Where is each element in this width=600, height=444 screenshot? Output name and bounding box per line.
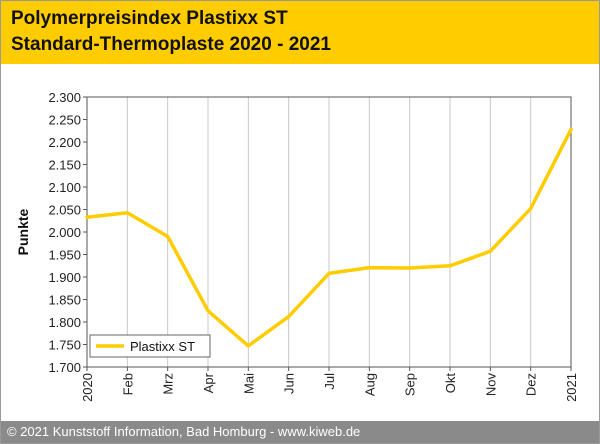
copyright-footer: © 2021 Kunststoff Information, Bad Hombu… xyxy=(1,421,599,443)
chart-title-line-1: Polymerpreisindex Plastixx ST xyxy=(11,8,288,29)
legend-label: Plastixx ST xyxy=(130,339,195,354)
data-point xyxy=(408,266,412,270)
y-tick-label: 2.100 xyxy=(48,180,81,195)
y-tick-label: 1.900 xyxy=(48,270,81,285)
title-banner: Polymerpreisindex Plastixx ST Standard-T… xyxy=(1,1,599,64)
x-tick-label: Nov xyxy=(483,373,498,397)
x-tick-label: Mrz xyxy=(161,373,176,395)
x-tick-label: Jun xyxy=(282,373,297,394)
data-point xyxy=(85,215,89,219)
x-tick-label: 2021 xyxy=(564,373,579,402)
data-point xyxy=(367,266,371,270)
data-point xyxy=(287,315,291,319)
line-chart: 2.300 2.250 2.200 2.150 2.100 2.050 2.000 1.950… xyxy=(15,90,579,402)
y-tick-label: 2.250 xyxy=(48,113,81,128)
y-tick-label: 2.000 xyxy=(48,225,81,240)
y-tick-label: 2.300 xyxy=(48,90,81,105)
data-point xyxy=(166,235,170,238)
data-point xyxy=(569,127,573,131)
data-point xyxy=(206,309,210,313)
x-tick-label: Mai xyxy=(241,373,256,394)
legend-box xyxy=(89,334,211,358)
chart-title-line-2: Standard-Thermoplaste 2020 - 2021 xyxy=(11,34,331,55)
x-tick-label: Dez xyxy=(524,373,539,396)
data-point xyxy=(246,344,250,348)
y-tick-label: 1.950 xyxy=(48,248,81,263)
x-tick-label: Okt xyxy=(443,373,458,394)
y-tick-label: 1.750 xyxy=(48,338,81,353)
x-tick-label: 2020 xyxy=(80,373,95,402)
data-point xyxy=(529,207,533,211)
x-tick-label: Jul xyxy=(322,373,337,390)
x-tick-label: Feb xyxy=(120,373,135,395)
x-tick-label: Aug xyxy=(362,373,377,396)
y-tick-label: 2.200 xyxy=(48,135,81,150)
y-tick-label: 1.850 xyxy=(48,293,81,308)
data-point xyxy=(125,211,129,215)
data-point xyxy=(327,271,331,275)
x-tick-label: Apr xyxy=(201,372,216,393)
y-tick-label: 1.700 xyxy=(48,360,81,375)
y-tick-label: 2.150 xyxy=(48,158,81,173)
copyright-text: © 2021 Kunststoff Information, Bad Hombu… xyxy=(7,424,361,439)
x-tick-label: Sep xyxy=(403,373,418,396)
y-tick-label: 2.050 xyxy=(48,203,81,218)
data-point xyxy=(448,264,452,268)
data-point xyxy=(488,249,492,253)
y-axis-label: Punkte xyxy=(15,208,31,255)
y-tick-label: 1.800 xyxy=(48,315,81,330)
